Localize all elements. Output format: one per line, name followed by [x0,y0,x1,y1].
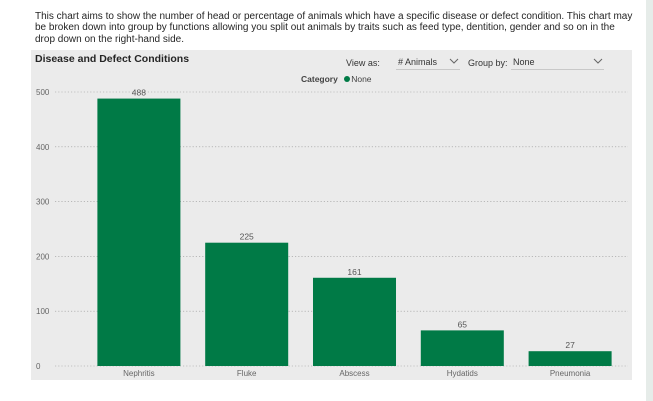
data-label: 65 [458,319,468,329]
legend-swatch [344,76,351,82]
data-label: 161 [347,267,361,277]
chart-title: Disease and Defect Conditions [35,53,190,65]
y-tick-label: 0 [36,362,41,371]
y-tick-label: 200 [36,252,50,261]
y-tick-label: 500 [36,88,50,97]
view-as-value: # Animals [398,57,438,67]
bar [205,242,289,366]
chevron-down-icon [449,58,459,64]
bar [97,98,181,367]
x-tick-label: Abscess [339,369,369,378]
x-tick-label: Hydatids [447,369,478,378]
x-tick-label: Nephritis [123,369,155,378]
bar [420,330,504,366]
view-as-label: View as: [346,58,380,68]
y-tick-label: 400 [36,143,50,152]
group-by-value: None [513,57,535,67]
chevron-down-icon [593,58,603,64]
group-by-dropdown[interactable]: None [511,55,604,70]
x-tick-label: Pneumonia [550,369,591,378]
bar [312,277,397,366]
view-as-dropdown[interactable]: # Animals [396,55,460,70]
legend-title: Category [301,74,338,84]
chart-legend: Category None [301,74,372,84]
chart-description: This chart aims to show the number of he… [35,11,633,45]
bar-chart: 0 100 200 300 400 500 488 Nephritis 225 Fluke 161 A… [36,88,628,378]
bar [528,351,612,366]
data-label: 225 [240,232,254,242]
x-tick-label: Fluke [237,369,257,378]
y-tick-label: 100 [36,307,50,316]
y-tick-label: 300 [36,198,50,207]
chart-panel: 0 100 200 300 400 500 488 Nephritis 225 Fluke 161 A… [31,50,632,380]
legend-item: None [351,74,372,84]
data-label: 488 [132,88,146,98]
group-by-label: Group by: [468,58,508,68]
data-label: 27 [565,340,575,350]
